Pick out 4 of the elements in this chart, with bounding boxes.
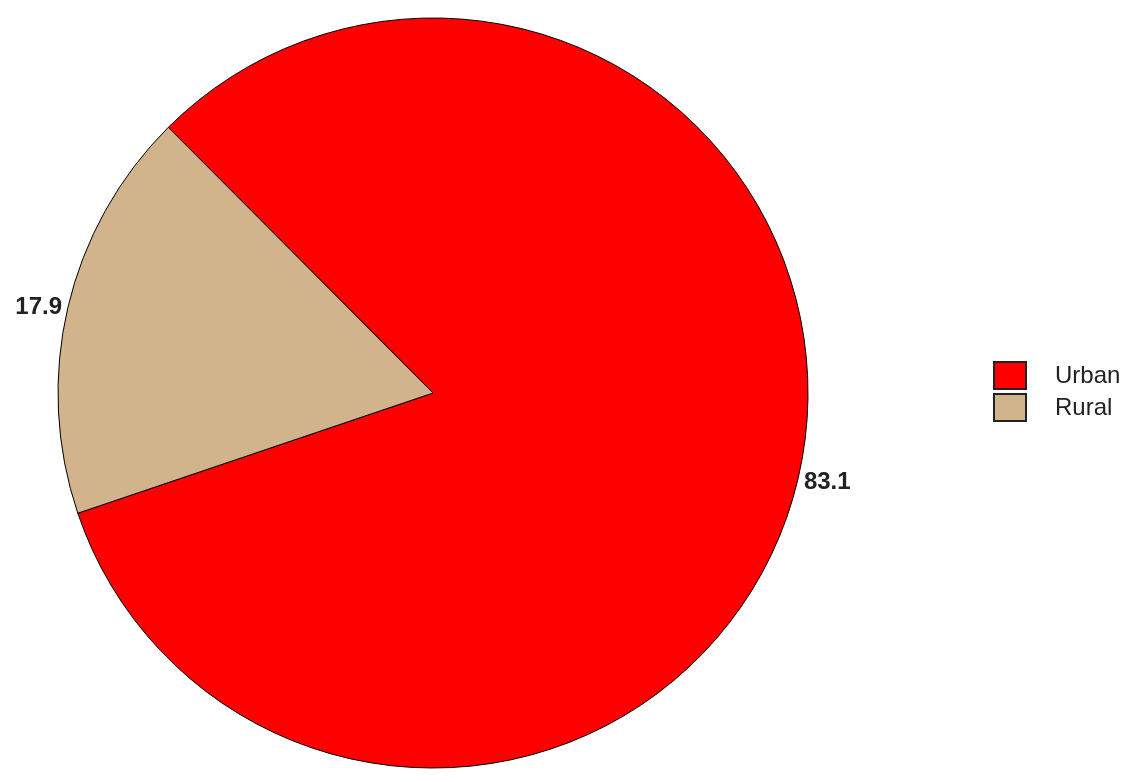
data-label: 83.1 [803, 466, 851, 494]
legend-label: Urban [1055, 361, 1121, 389]
data-label: 17.9 [15, 292, 63, 320]
legend-label: Rural [1055, 393, 1113, 421]
